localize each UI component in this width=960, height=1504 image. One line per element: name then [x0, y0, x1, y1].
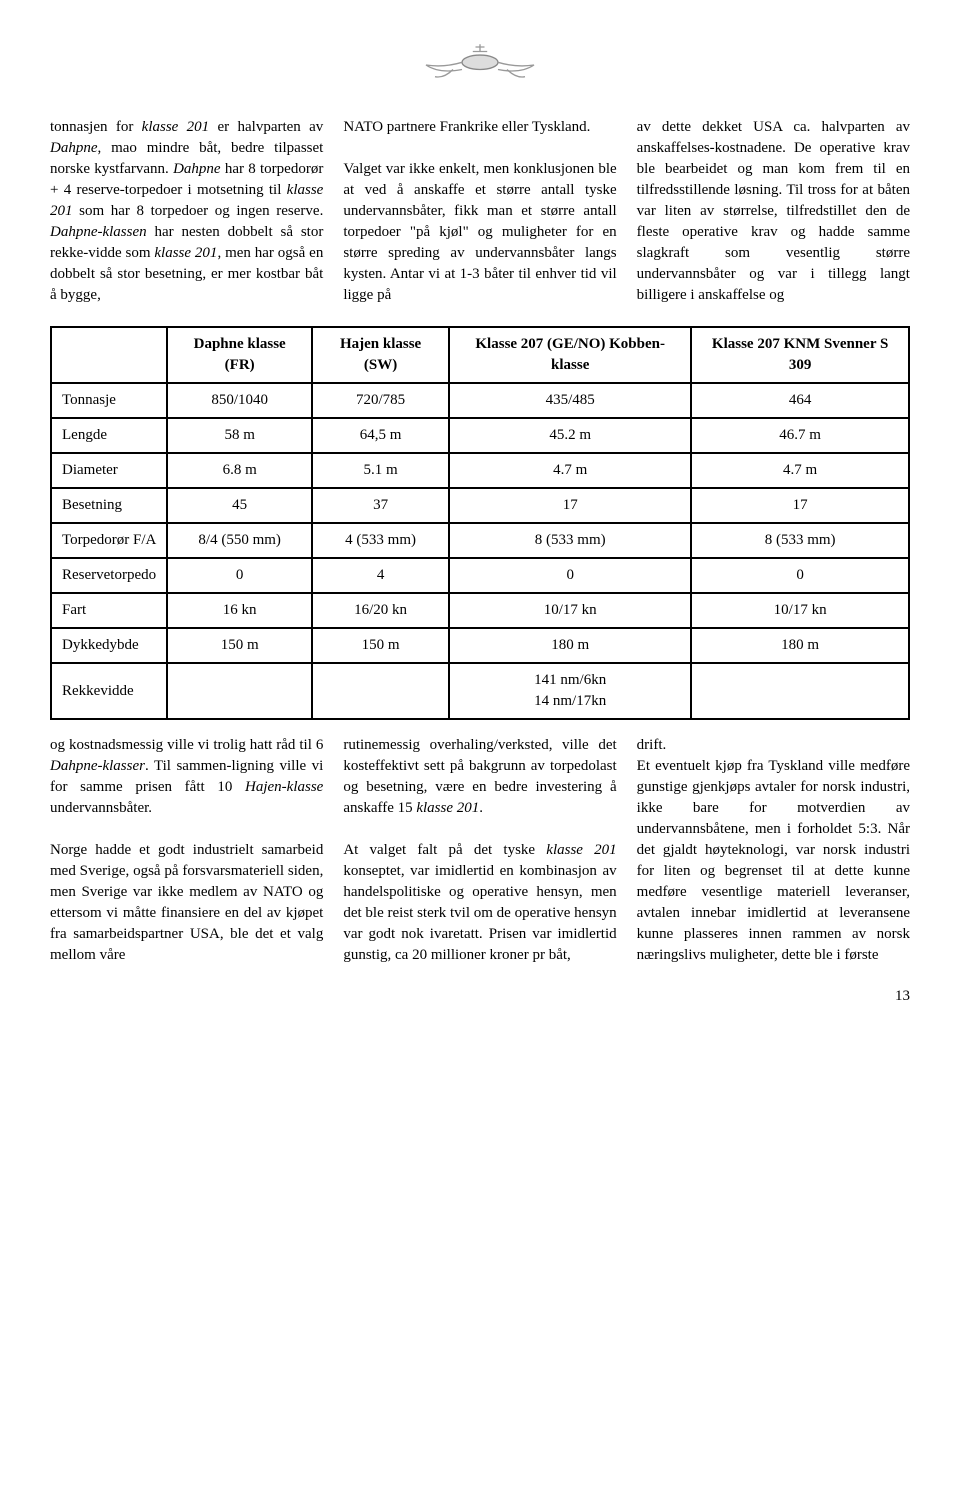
- table-cell: 0: [449, 558, 691, 593]
- table-cell: 45: [167, 488, 312, 523]
- table-cell: 5.1 m: [312, 453, 449, 488]
- top-col-1: tonnasjen for klasse 201 er halvparten a…: [50, 117, 323, 306]
- table-row-label: Besetning: [51, 488, 167, 523]
- table-cell: 17: [691, 488, 909, 523]
- table-cell: 850/1040: [167, 383, 312, 418]
- bottom-text-columns: og kostnadsmessig ville vi trolig hatt r…: [50, 735, 910, 966]
- table-cell: 141 nm/6kn14 nm/17kn: [449, 663, 691, 719]
- table-row: Rekkevidde 141 nm/6kn14 nm/17kn: [51, 663, 909, 719]
- table-row: Fart16 kn16/20 kn10/17 kn10/17 kn: [51, 593, 909, 628]
- table-row-label: Diameter: [51, 453, 167, 488]
- table-header-blank: [51, 327, 167, 383]
- table-cell: 64,5 m: [312, 418, 449, 453]
- table-row-label: Lengde: [51, 418, 167, 453]
- table-cell: 150 m: [167, 628, 312, 663]
- bottom-col-3: drift.Et eventuelt kjøp fra Tyskland vil…: [637, 735, 910, 966]
- table-row: Dykkedybde150 m150 m180 m180 m: [51, 628, 909, 663]
- table-row-label: Tonnasje: [51, 383, 167, 418]
- table-cell: 10/17 kn: [449, 593, 691, 628]
- table-cell: 0: [691, 558, 909, 593]
- table-cell: 4.7 m: [691, 453, 909, 488]
- comparison-table: Daphne klasse (FR) Hajen klasse (SW) Kla…: [50, 326, 910, 720]
- table-cell: 180 m: [449, 628, 691, 663]
- table-cell: 46.7 m: [691, 418, 909, 453]
- header-logo: [50, 40, 910, 97]
- table-header-hajen: Hajen klasse (SW): [312, 327, 449, 383]
- bottom-col-2: rutinemessig overhaling/verksted, ville …: [343, 735, 616, 966]
- table-cell: [691, 663, 909, 719]
- table-cell: 16/20 kn: [312, 593, 449, 628]
- table-cell: 58 m: [167, 418, 312, 453]
- table-cell: 464: [691, 383, 909, 418]
- table-row: Diameter6.8 m5.1 m4.7 m4.7 m: [51, 453, 909, 488]
- table-row: Besetning45371717: [51, 488, 909, 523]
- table-cell: 17: [449, 488, 691, 523]
- table-cell: 45.2 m: [449, 418, 691, 453]
- table-cell: 435/485: [449, 383, 691, 418]
- table-row: Torpedorør F/A8/4 (550 mm)4 (533 mm)8 (5…: [51, 523, 909, 558]
- table-cell: 4.7 m: [449, 453, 691, 488]
- table-cell: [167, 663, 312, 719]
- bottom-col-1: og kostnadsmessig ville vi trolig hatt r…: [50, 735, 323, 966]
- top-text-columns: tonnasjen for klasse 201 er halvparten a…: [50, 117, 910, 306]
- table-row: Tonnasje850/1040720/785435/485464: [51, 383, 909, 418]
- table-row-label: Fart: [51, 593, 167, 628]
- table-cell: 37: [312, 488, 449, 523]
- table-header-row: Daphne klasse (FR) Hajen klasse (SW) Kla…: [51, 327, 909, 383]
- table-row-label: Reservetorpedo: [51, 558, 167, 593]
- table-header-klasse207-svenner: Klasse 207 KNM Svenner S 309: [691, 327, 909, 383]
- table-cell: [312, 663, 449, 719]
- table-row: Reservetorpedo0400: [51, 558, 909, 593]
- table-row-label: Torpedorør F/A: [51, 523, 167, 558]
- table-row-label: Dykkedybde: [51, 628, 167, 663]
- table-cell: 4: [312, 558, 449, 593]
- table-cell: 4 (533 mm): [312, 523, 449, 558]
- page-number: 13: [50, 986, 910, 1007]
- table-row: Lengde58 m64,5 m45.2 m46.7 m: [51, 418, 909, 453]
- table-header-daphne: Daphne klasse (FR): [167, 327, 312, 383]
- table-cell: 8 (533 mm): [449, 523, 691, 558]
- table-cell: 8 (533 mm): [691, 523, 909, 558]
- table-cell: 6.8 m: [167, 453, 312, 488]
- table-cell: 0: [167, 558, 312, 593]
- top-col-2: NATO partnere Frankrike eller Tyskland.V…: [343, 117, 616, 306]
- table-cell: 150 m: [312, 628, 449, 663]
- table-cell: 16 kn: [167, 593, 312, 628]
- top-col-3: av dette dekket USA ca. halvparten av an…: [637, 117, 910, 306]
- table-cell: 720/785: [312, 383, 449, 418]
- table-cell: 180 m: [691, 628, 909, 663]
- table-row-label: Rekkevidde: [51, 663, 167, 719]
- table-header-klasse207-kobben: Klasse 207 (GE/NO) Kobben-klasse: [449, 327, 691, 383]
- table-cell: 10/17 kn: [691, 593, 909, 628]
- table-cell: 8/4 (550 mm): [167, 523, 312, 558]
